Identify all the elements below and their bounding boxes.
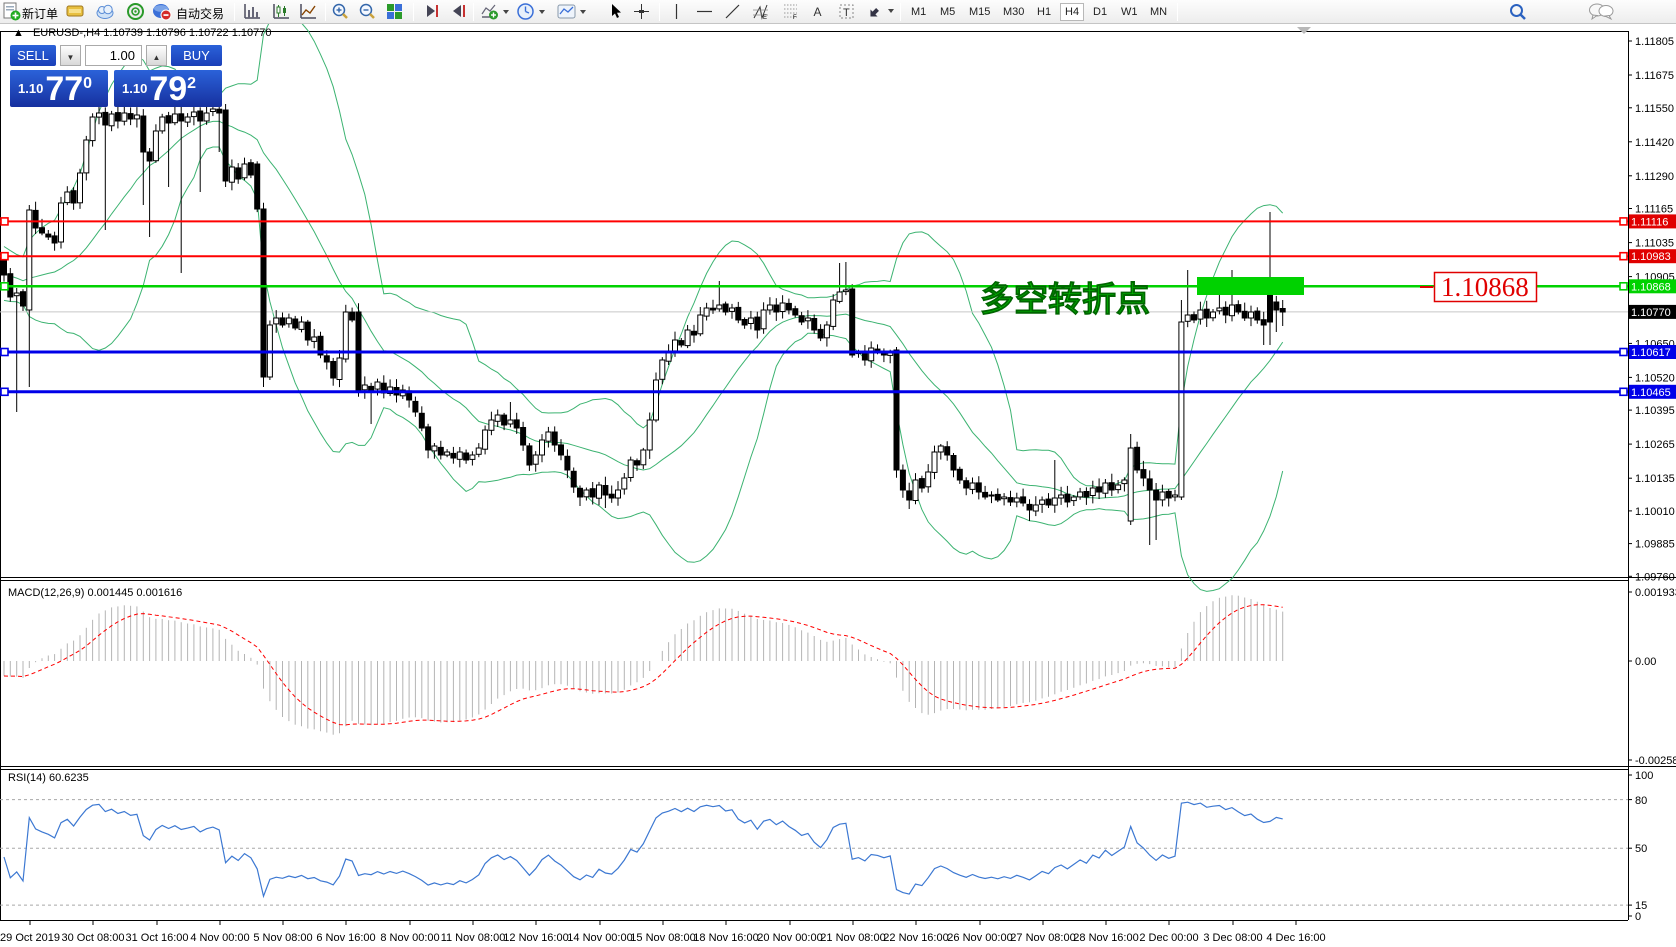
svg-text:E: E	[763, 15, 767, 20]
svg-text:30 Oct 08:00: 30 Oct 08:00	[62, 932, 125, 944]
svg-text:0.001933: 0.001933	[1635, 587, 1676, 599]
svg-text:1.11550: 1.11550	[1635, 103, 1674, 115]
svg-text:15 Nov 08:00: 15 Nov 08:00	[630, 932, 695, 944]
svg-text:1.10868: 1.10868	[1441, 272, 1529, 302]
svg-text:28 Nov 16:00: 28 Nov 16:00	[1073, 932, 1138, 944]
svg-text:12 Nov 16:00: 12 Nov 16:00	[503, 932, 568, 944]
svg-text:26 Nov 00:00: 26 Nov 00:00	[947, 932, 1012, 944]
svg-text:4 Dec 16:00: 4 Dec 16:00	[1266, 932, 1325, 944]
svg-text:1.10617: 1.10617	[1631, 347, 1671, 359]
svg-text:1.11165: 1.11165	[1635, 204, 1673, 216]
svg-text:1.09885: 1.09885	[1635, 539, 1675, 551]
svg-text:11 Nov 08:00: 11 Nov 08:00	[441, 932, 506, 944]
svg-text:14 Nov 00:00: 14 Nov 00:00	[567, 932, 632, 944]
svg-text:8 Nov 00:00: 8 Nov 00:00	[380, 932, 439, 944]
svg-text:1.10135: 1.10135	[1635, 473, 1675, 485]
svg-text:1.10983: 1.10983	[1631, 251, 1671, 263]
svg-text:1.10395: 1.10395	[1635, 405, 1675, 417]
svg-text:29 Oct 2019: 29 Oct 2019	[0, 932, 60, 944]
svg-text:50: 50	[1635, 843, 1647, 855]
svg-text:3 Dec 08:00: 3 Dec 08:00	[1203, 932, 1262, 944]
svg-text:27 Nov 08:00: 27 Nov 08:00	[1010, 932, 1075, 944]
svg-text:1.11675: 1.11675	[1635, 70, 1674, 82]
svg-text:5 Nov 08:00: 5 Nov 08:00	[253, 932, 312, 944]
svg-text:多空转折点: 多空转折点	[980, 281, 1150, 319]
svg-text:1.10465: 1.10465	[1631, 387, 1671, 399]
svg-text:1.10770: 1.10770	[1631, 307, 1671, 319]
svg-text:1.11035: 1.11035	[1635, 238, 1674, 250]
svg-text:1.11420: 1.11420	[1635, 137, 1674, 149]
svg-text:MACD(12,26,9) 0.001445 0.00161: MACD(12,26,9) 0.001445 0.001616	[8, 587, 182, 599]
svg-text:2 Dec 00:00: 2 Dec 00:00	[1139, 932, 1198, 944]
svg-text:1.10010: 1.10010	[1635, 506, 1675, 518]
svg-text:18 Nov 16:00: 18 Nov 16:00	[693, 932, 758, 944]
svg-text:T: T	[843, 7, 850, 19]
svg-text:A: A	[814, 5, 822, 19]
svg-text:100: 100	[1635, 770, 1653, 782]
svg-text:15: 15	[1635, 900, 1647, 912]
svg-text:1.09760: 1.09760	[1635, 571, 1675, 583]
svg-text:F: F	[793, 15, 797, 20]
svg-text:1.11290: 1.11290	[1635, 171, 1674, 183]
svg-text:1.10868: 1.10868	[1631, 281, 1671, 293]
svg-text:31 Oct 16:00: 31 Oct 16:00	[126, 932, 189, 944]
svg-text:1.11116: 1.11116	[1631, 216, 1668, 228]
svg-text:-0.002584: -0.002584	[1635, 755, 1676, 767]
svg-text:6 Nov 16:00: 6 Nov 16:00	[316, 932, 375, 944]
svg-text:22 Nov 16:00: 22 Nov 16:00	[883, 932, 948, 944]
svg-text:0: 0	[1635, 911, 1641, 923]
svg-text:1.11805: 1.11805	[1635, 36, 1674, 48]
svg-text:0.00: 0.00	[1635, 656, 1656, 668]
svg-text:20 Nov 00:00: 20 Nov 00:00	[757, 932, 822, 944]
svg-text:4 Nov 00:00: 4 Nov 00:00	[190, 932, 249, 944]
svg-text:RSI(14) 60.6235: RSI(14) 60.6235	[8, 772, 89, 784]
svg-text:1.10520: 1.10520	[1635, 372, 1675, 384]
svg-text:21 Nov 08:00: 21 Nov 08:00	[820, 932, 885, 944]
svg-text:80: 80	[1635, 795, 1647, 807]
svg-text:1.10265: 1.10265	[1635, 439, 1675, 451]
